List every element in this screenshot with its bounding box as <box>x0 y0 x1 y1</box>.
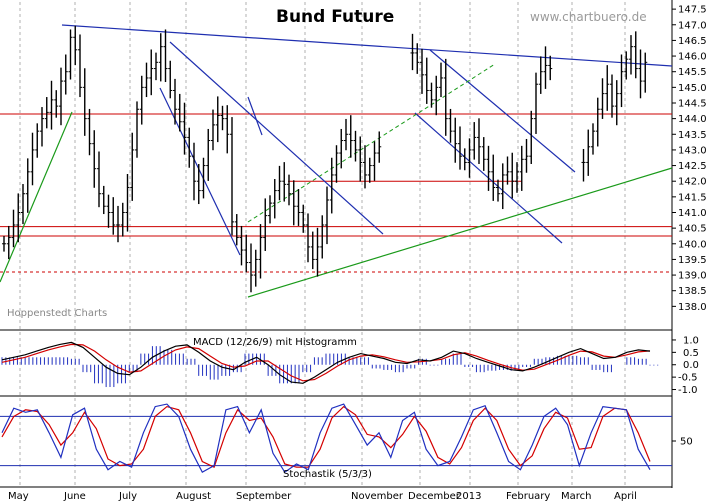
downtrend-channel-upper <box>169 41 384 235</box>
month-label: June <box>63 491 86 502</box>
long-term-uptrend-line <box>247 167 673 298</box>
price-tick-label: 138.5 <box>678 286 707 297</box>
price-tick-label: 139.0 <box>678 271 707 282</box>
macd-tick-label: 0.5 <box>683 348 699 359</box>
price-tick-label: 147.0 <box>678 20 707 31</box>
price-tick-label: 142.0 <box>678 177 707 188</box>
price-tick-label: 145.5 <box>678 67 707 78</box>
downtrend-channel-lower <box>159 87 241 256</box>
macd-tick-label: -0.5 <box>678 373 698 384</box>
macd-title: MACD (12/26/9) mit Histogramm <box>193 337 357 348</box>
macd-signal-line <box>1 343 651 382</box>
uptrend-line <box>0 111 73 283</box>
stochastic-k-line <box>1 403 651 474</box>
stochastic-tick-label: 50 <box>680 437 693 448</box>
month-label: September <box>236 491 292 502</box>
month-label: December <box>408 491 461 502</box>
macd-tick-label: -1.0 <box>678 385 698 396</box>
month-label: August <box>176 491 211 502</box>
stochastic-title: Stochastik (5/3/3) <box>283 469 372 480</box>
right-price-axis: 138.0 138.5 139.0 139.5 140.0 140.5 141.0 141.5… <box>672 5 707 448</box>
watermark-text: www.chartbuero.de <box>530 10 647 24</box>
month-axis: May June July August September November Decemb… <box>8 491 637 502</box>
price-tick-label: 140.0 <box>678 239 707 250</box>
price-tick-label: 143.0 <box>678 145 707 156</box>
price-tick-label: 141.5 <box>678 192 707 203</box>
month-label: 2013 <box>456 491 481 502</box>
price-tick-label: 138.0 <box>678 302 707 313</box>
price-tick-label: 146.5 <box>678 36 707 47</box>
downtrend-channel-upper <box>429 49 576 173</box>
price-tick-label: 141.0 <box>678 208 707 219</box>
stochastic-panel <box>0 403 672 474</box>
price-tick-label: 144.5 <box>678 98 707 109</box>
month-label: April <box>614 491 637 502</box>
stochastic-d-line <box>1 405 651 469</box>
price-tick-label: 142.5 <box>678 161 707 172</box>
price-tick-label: 144.0 <box>678 114 707 125</box>
price-tick-label: 143.5 <box>678 130 707 141</box>
month-label: March <box>561 491 591 502</box>
price-tick-label: 145.0 <box>678 83 707 94</box>
macd-tick-label: 0.0 <box>683 360 699 371</box>
macd-line <box>1 341 651 384</box>
short-trend-line <box>247 96 263 136</box>
month-label: July <box>118 491 137 502</box>
month-label: May <box>8 491 29 502</box>
macd-panel <box>1 341 659 388</box>
macd-tick-label: 1.0 <box>683 335 699 346</box>
price-tick-label: 139.5 <box>678 255 707 266</box>
price-tick-label: 140.5 <box>678 224 707 235</box>
month-label: February <box>506 491 550 502</box>
price-tick-label: 146.0 <box>678 52 707 63</box>
long-term-downtrend-line <box>61 24 673 67</box>
month-label: November <box>351 491 404 502</box>
price-panel <box>0 24 673 298</box>
credit-text: Hoppenstedt Charts <box>7 308 107 319</box>
chart-title: Bund Future <box>276 7 394 27</box>
price-tick-label: 147.5 <box>678 5 707 16</box>
grid-lines <box>0 0 673 488</box>
